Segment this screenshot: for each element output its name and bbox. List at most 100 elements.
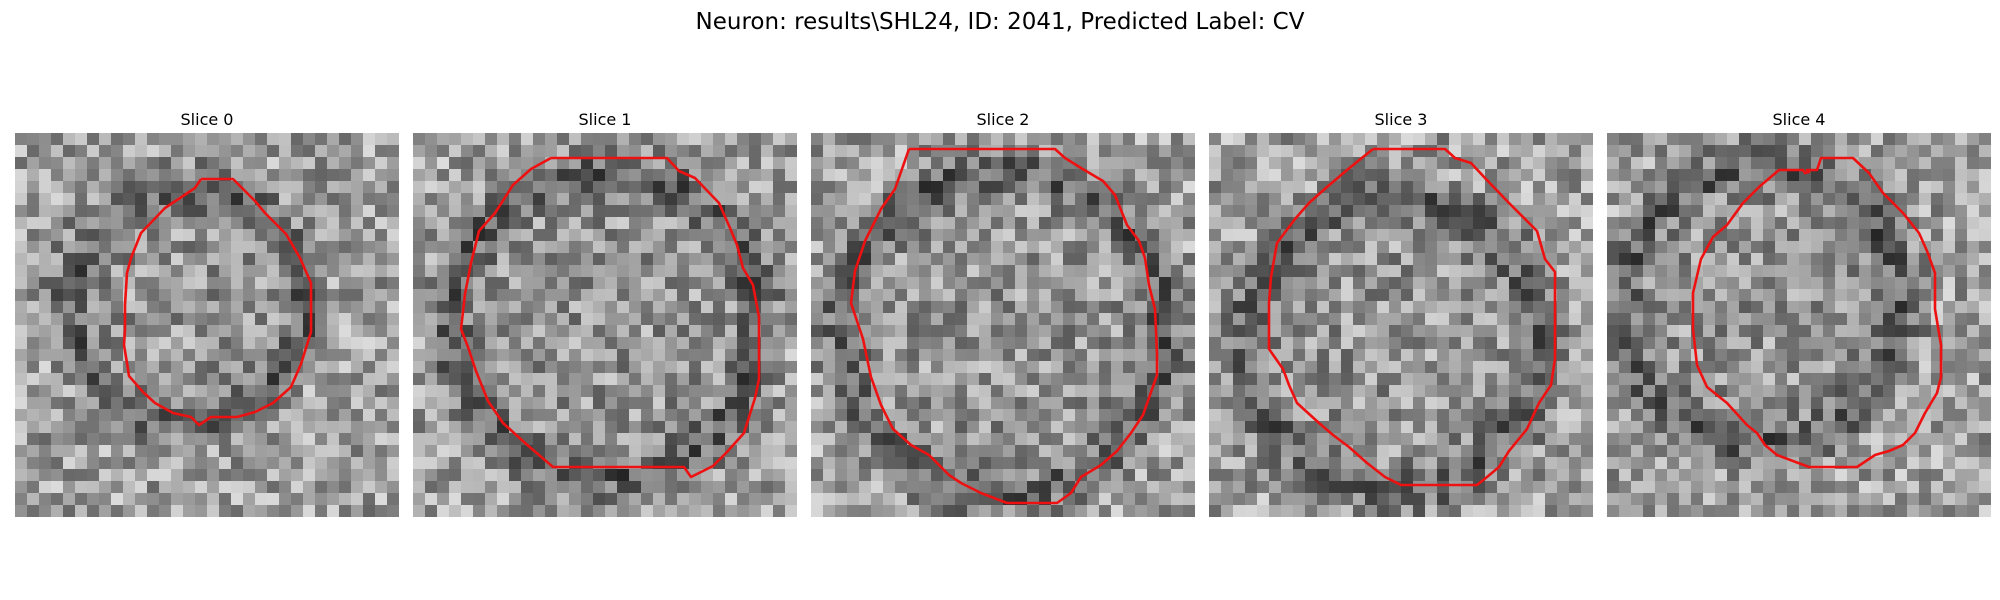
pixel [1811,169,1824,182]
pixel [351,205,364,218]
pixel [1051,169,1064,182]
pixel [1727,337,1740,350]
pixel [1075,445,1088,458]
pixel [497,217,510,230]
pixel [171,133,184,146]
pixel [1727,277,1740,290]
pixel [63,289,76,302]
pixel [1979,265,1991,278]
pixel [521,349,534,362]
pixel [605,493,618,506]
pixel [1377,133,1390,146]
pixel [1787,361,1800,374]
pixel [1401,265,1414,278]
pixel [1521,205,1534,218]
pixel [919,361,932,374]
pixel [1027,397,1040,410]
pixel [425,289,438,302]
pixel [183,433,196,446]
pixel [689,277,702,290]
pixel [1449,481,1462,494]
pixel [1003,157,1016,170]
pixel [1051,289,1064,302]
pixel [1209,469,1222,482]
pixel [1643,181,1656,194]
pixel [1569,457,1582,470]
pixel [1257,157,1270,170]
pixel [27,169,40,182]
pixel [135,469,148,482]
pixel [509,445,522,458]
pixel [1931,229,1944,242]
pixel [1413,133,1426,146]
pixel [1221,313,1234,326]
pixel [279,445,292,458]
pixel [1341,265,1354,278]
pixel [497,289,510,302]
pixel [689,145,702,158]
pixel [1679,349,1692,362]
pixel [15,193,28,206]
pixel [461,385,474,398]
pixel [641,157,654,170]
pixel [1293,385,1306,398]
pixel [1365,289,1378,302]
pixel [967,133,980,146]
pixel [931,157,944,170]
pixel [1811,373,1824,386]
pixel-grid [811,133,1195,517]
pixel [207,181,220,194]
pixel [1221,145,1234,158]
pixel [375,277,388,290]
pixel [761,481,774,494]
pixel [1209,145,1222,158]
pixel [1739,445,1752,458]
pixel [1413,469,1426,482]
pixel [291,157,304,170]
pixel [1751,373,1764,386]
pixel [27,301,40,314]
pixel [859,265,872,278]
pixel [1269,169,1282,182]
pixel [99,469,112,482]
pixel [363,469,376,482]
pixel [1183,481,1195,494]
pixel [943,289,956,302]
pixel [895,145,908,158]
pixel [1425,481,1438,494]
pixel [1413,217,1426,230]
pixel [99,133,112,146]
pixel [1581,373,1593,386]
pixel [1015,277,1028,290]
pixel [1245,493,1258,506]
pixel [413,265,426,278]
pixel [327,265,340,278]
pixel [1123,193,1136,206]
pixel [171,481,184,494]
pixel [811,193,824,206]
pixel [1581,481,1593,494]
pixel [907,433,920,446]
pixel [413,337,426,350]
pixel [991,157,1004,170]
pixel [339,181,352,194]
pixel [1907,349,1920,362]
pixel [1245,157,1258,170]
pixel [1485,217,1498,230]
pixel [1533,457,1546,470]
pixel [1835,289,1848,302]
pixel [1341,133,1354,146]
pixel [1545,433,1558,446]
pixel [1895,229,1908,242]
pixel [1317,397,1330,410]
pixel [883,265,896,278]
pixel [1739,169,1752,182]
pixel [1003,325,1016,338]
pixel [1607,433,1620,446]
pixel [1581,385,1593,398]
pixel [991,229,1004,242]
pixel [1955,133,1968,146]
pixel [1281,349,1294,362]
pixel [351,325,364,338]
pixel [701,277,714,290]
